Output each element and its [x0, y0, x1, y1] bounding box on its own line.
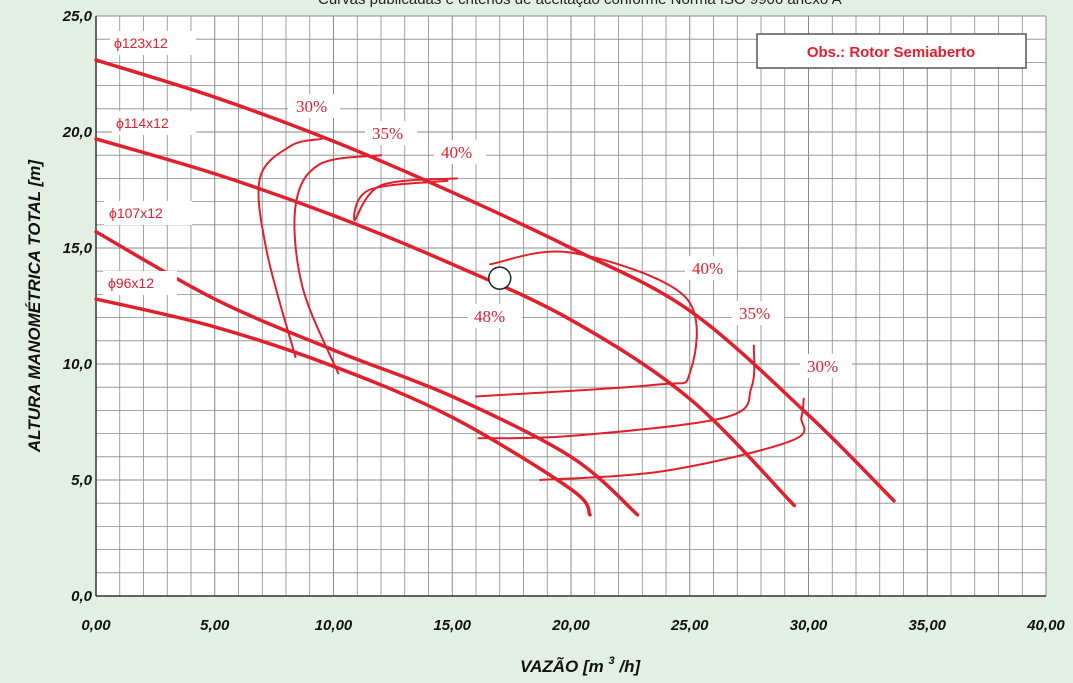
y-tick-label: 20,0	[62, 124, 93, 141]
head-curve-0	[94, 58, 896, 503]
x-axis-label-main: VAZÃO [m	[520, 656, 604, 676]
head-curve-3	[94, 297, 592, 517]
x-tick-labels: 0,00 5,00 10,00 15,00 20,00 25,00 30,00 35,00 40…	[81, 617, 1065, 634]
y-tick-label: 15,0	[63, 240, 93, 257]
efficiency-curve-5	[539, 397, 806, 481]
bep-marker	[488, 266, 512, 290]
label-bg	[112, 111, 196, 135]
label-bg	[103, 271, 177, 295]
eff-label-40-left: 40%	[441, 143, 472, 162]
efficiency-curve-1	[293, 154, 382, 375]
label-bg	[288, 94, 340, 118]
head-curve-2	[94, 230, 640, 517]
x-tick-label: 30,00	[790, 617, 828, 634]
y-tick-label: 5,0	[71, 472, 93, 489]
x-axis-label: VAZÃO [m 3 /h]	[520, 649, 641, 676]
obs-box-frame	[756, 33, 1027, 69]
y-axis-label: ALTURA MANOMÉTRICA TOTAL [m]	[25, 159, 44, 453]
efficiency-curve-0	[257, 137, 323, 359]
efficiency-curve-2	[353, 177, 458, 222]
head-curve-1	[94, 137, 796, 508]
y-tick-label: 25,0	[62, 8, 93, 25]
obs-text: Obs.: Rotor Semiaberto	[807, 44, 975, 61]
eff-label-40-right: 40%	[692, 259, 723, 278]
label-bg	[800, 354, 852, 378]
obs-box: Obs.: Rotor Semiaberto	[756, 33, 1027, 69]
x-tick-label: 5,00	[200, 617, 230, 634]
efficiency-curve-4	[477, 344, 756, 440]
eff-label-48: 48%	[474, 307, 505, 326]
grid	[95, 15, 1047, 597]
label-bg	[365, 121, 417, 145]
eff-label-35-left: 35%	[372, 124, 403, 143]
y-tick-label: 0,0	[71, 588, 93, 605]
efficiency-curve-3	[475, 250, 698, 398]
efficiency-curves	[257, 137, 806, 481]
y-tick-labels: 0,0 5,0 10,0 15,0 20,0 25,0	[62, 8, 93, 605]
x-tick-label: 0,00	[81, 617, 111, 634]
label-bg	[468, 304, 522, 328]
x-tick-label: 10,00	[315, 617, 353, 634]
rotor-label-114: ϕ114x12	[116, 115, 169, 131]
label-bg	[434, 140, 486, 164]
eff-label-35-right: 35%	[739, 304, 770, 323]
x-axis-label-sup: 3	[608, 655, 614, 667]
y-tick-label: 10,0	[63, 356, 93, 373]
axes	[95, 16, 1046, 597]
x-tick-label: 25,00	[670, 617, 709, 634]
label-bg	[110, 31, 196, 55]
label-bg	[685, 256, 737, 280]
rotor-label-107: ϕ107x12	[109, 205, 163, 221]
x-tick-label: 40,00	[1026, 617, 1065, 634]
x-axis-label-tail: /h]	[618, 657, 641, 676]
head-curves	[94, 58, 896, 517]
x-tick-label: 35,00	[908, 617, 946, 634]
eff-label-30-left: 30%	[296, 97, 327, 116]
rotor-label-96: ϕ96x12	[108, 275, 154, 291]
label-bg	[732, 301, 784, 325]
x-tick-label: 20,00	[551, 617, 590, 634]
label-bg	[104, 201, 192, 225]
x-tick-label: 15,00	[433, 617, 471, 634]
chart-header: Curvas publicadas e critérios de aceitaç…	[318, 0, 842, 8]
rotor-label-123: ϕ123x12	[114, 35, 168, 51]
curve-labels: ϕ123x12 ϕ114x12 ϕ107x12 ϕ96x12 30% 35% 4…	[103, 31, 852, 378]
eff-label-30-right: 30%	[807, 357, 838, 376]
